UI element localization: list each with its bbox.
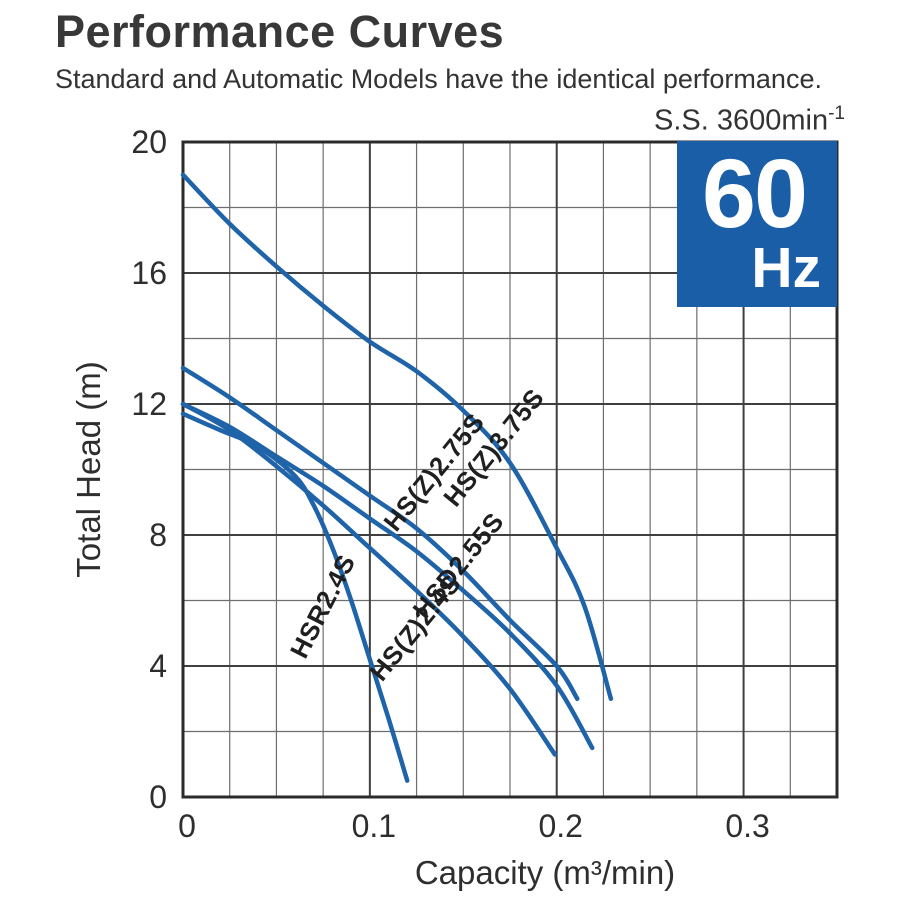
pump-curves: HS(Z)3.75SHS(Z)2.75SHSD2.55SHS(Z)2.4SHSR… [180, 172, 614, 783]
subtitle: Standard and Automatic Models have the i… [55, 64, 822, 94]
grid-minor [183, 142, 837, 797]
x-tick-label: 0.3 [725, 808, 769, 844]
x-tick-label: 0.1 [352, 808, 396, 844]
y-tick-label: 12 [131, 386, 167, 422]
pump-curve-1 [180, 365, 580, 701]
frequency-badge: 60 Hz [677, 141, 837, 307]
y-tick-label: 20 [131, 124, 167, 160]
y-axis-title: Total Head (m) [70, 361, 107, 577]
y-tick-label: 8 [149, 517, 167, 553]
y-tick-label: 0 [149, 779, 167, 815]
x-tick-label: 0 [178, 808, 196, 844]
pump-curve-2 [180, 401, 595, 751]
frequency-unit: Hz [751, 235, 821, 300]
shaft-speed-note: S.S. 3600min-1 [654, 103, 845, 138]
pump-curve-4 [180, 411, 410, 783]
shaft-speed-text: S.S. 3600min [653, 104, 829, 137]
tick-labels: 0 4 8 12 16 20 0 0.1 0.2 0.3 [131, 124, 769, 844]
plot-border [181, 140, 839, 799]
shaft-speed-exponent: -1 [828, 103, 845, 124]
x-tick-label: 0.2 [538, 808, 582, 844]
pump-curve-0 [180, 172, 614, 701]
y-tick-label: 16 [131, 255, 167, 291]
x-axis-title: Capacity (m³/min) [415, 854, 675, 891]
y-tick-label: 4 [149, 648, 167, 684]
page-title: Performance Curves [55, 6, 505, 57]
frequency-value: 60 [702, 139, 808, 248]
